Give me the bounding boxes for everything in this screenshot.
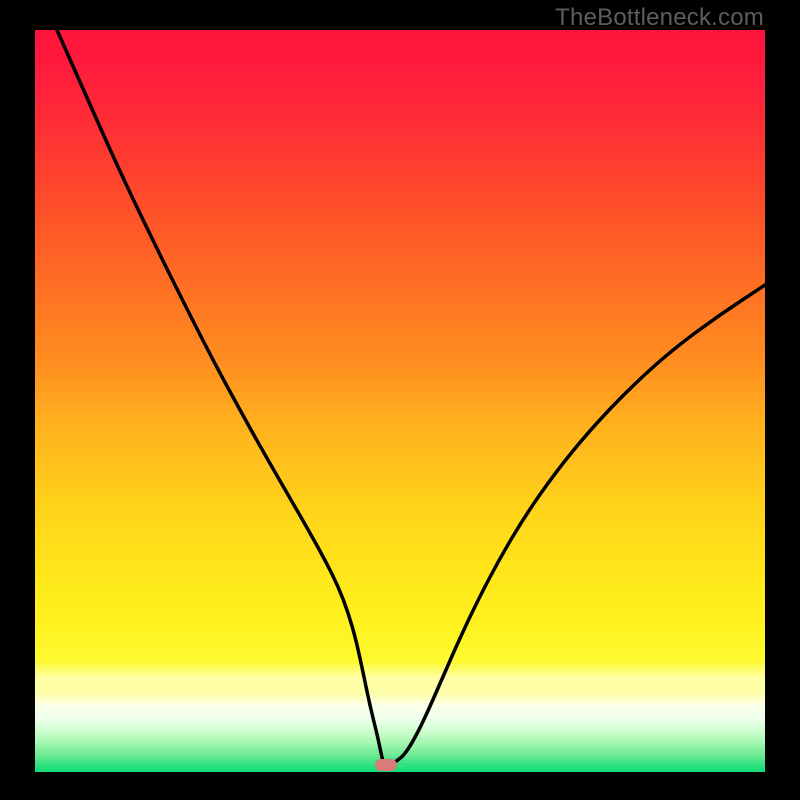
bottleneck-trough-marker: [375, 759, 397, 771]
plot-area: [35, 30, 765, 768]
chart-frame: TheBottleneck.com: [0, 0, 800, 800]
bottleneck-curve: [35, 30, 765, 768]
branding-watermark: TheBottleneck.com: [555, 4, 764, 32]
